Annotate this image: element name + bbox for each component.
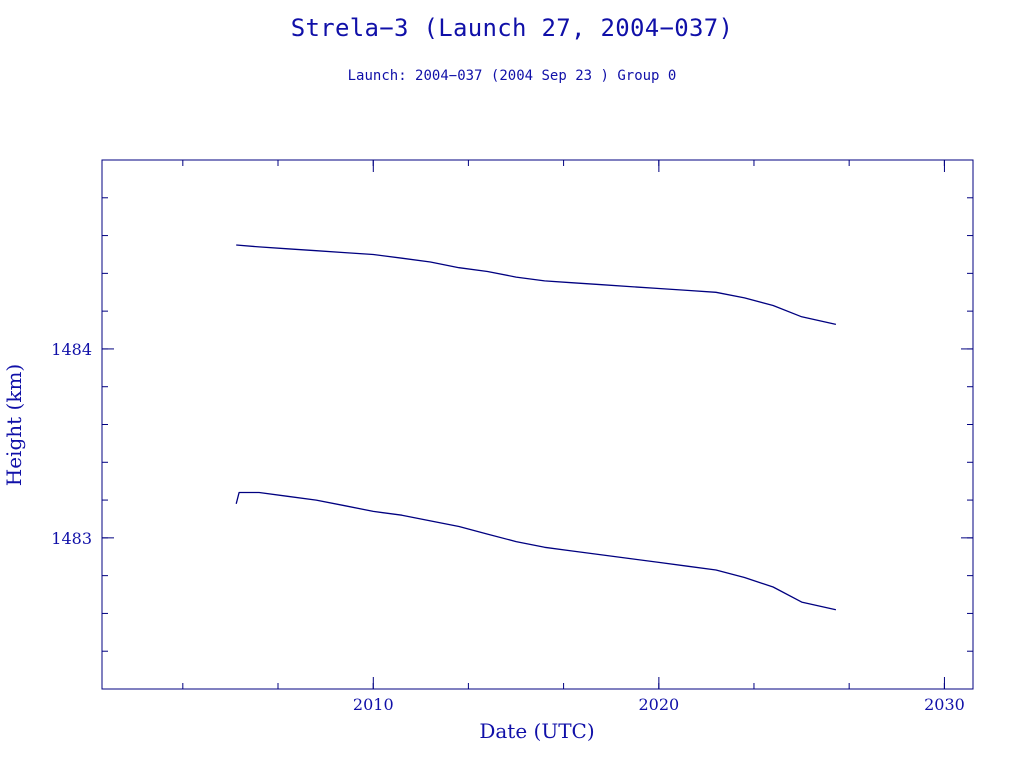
plot-frame <box>101 159 974 690</box>
tick-labels: 2010 2020 2030 1483 1484 <box>51 340 965 714</box>
chart-subtitle: Launch: 2004−037 (2004 Sep 23 ) Group 0 <box>347 68 677 84</box>
x-tick-label: 2030 <box>924 695 965 714</box>
y-tick-label: 1483 <box>51 529 92 548</box>
x-tick-label: 2020 <box>639 695 680 714</box>
series-lines <box>235 244 837 611</box>
series-line-2 <box>235 491 837 611</box>
x-tick-label: 2010 <box>353 695 394 714</box>
tick-marks <box>102 160 973 689</box>
y-axis-label: Height (km) <box>2 364 26 486</box>
x-axis-label: Date (UTC) <box>479 719 594 743</box>
series-line-1 <box>236 244 837 326</box>
chart-title: Strela−3 (Launch 27, 2004−037) <box>290 14 734 42</box>
y-tick-label: 1484 <box>51 340 92 359</box>
